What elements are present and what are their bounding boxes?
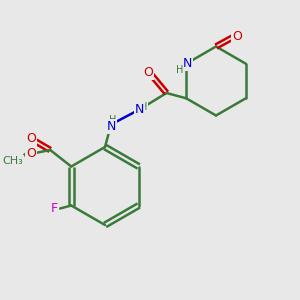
Text: O: O [232, 29, 242, 43]
Text: O: O [144, 66, 153, 80]
Text: O: O [26, 131, 36, 145]
Text: N: N [106, 119, 116, 133]
Text: CH₃: CH₃ [2, 155, 23, 166]
Text: N: N [183, 57, 192, 70]
Text: N: N [135, 103, 144, 116]
Text: H: H [109, 115, 116, 125]
Text: H: H [176, 65, 183, 75]
Text: H: H [140, 102, 148, 112]
Text: O: O [26, 146, 36, 160]
Text: F: F [51, 202, 58, 215]
